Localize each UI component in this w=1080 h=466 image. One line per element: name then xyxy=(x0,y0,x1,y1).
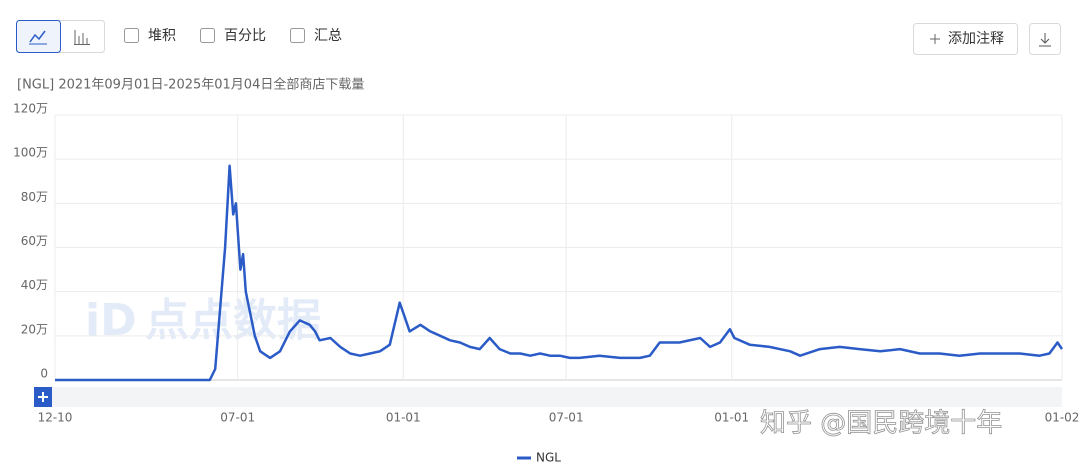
checkbox-label: 堆积 xyxy=(148,28,176,44)
x-tick-label: 01-01 xyxy=(386,411,421,425)
y-tick-label: 120万 xyxy=(13,102,48,116)
annotate-label: 添加注释 xyxy=(948,31,1004,47)
x-tick-label: 12-10 xyxy=(38,411,73,425)
x-tick-label: 01-02 xyxy=(1045,411,1080,425)
range-slider[interactable] xyxy=(34,387,1062,407)
x-tick-label: 01-01 xyxy=(714,411,749,425)
y-tick-label: 100万 xyxy=(13,146,48,160)
brand-logo: iD xyxy=(85,295,137,346)
y-tick-label: 40万 xyxy=(21,278,48,292)
chart-subtitle: [NGL] 2021年09月01日-2025年01月04日全部商店下载量 xyxy=(17,77,364,93)
x-tick-label: 07-01 xyxy=(549,411,584,425)
series-line xyxy=(55,164,1064,382)
zhihu-watermark: 知乎 @国民跨境十年 xyxy=(760,409,1002,439)
checkbox[interactable] xyxy=(290,28,305,43)
y-tick-label: 80万 xyxy=(21,190,48,204)
y-tick-label: 60万 xyxy=(21,234,48,248)
checkbox-label: 汇总 xyxy=(314,28,342,44)
checkbox[interactable] xyxy=(124,28,139,43)
line-icon xyxy=(29,30,46,43)
x-tick-label: 07-01 xyxy=(220,411,255,425)
plus-icon xyxy=(930,34,940,44)
legend-label: NGL xyxy=(536,451,561,465)
checkbox[interactable] xyxy=(200,28,215,43)
checkbox-label: 百分比 xyxy=(224,28,266,44)
slider-plus xyxy=(38,392,48,402)
bar-icon[interactable] xyxy=(74,30,90,45)
y-tick-label: 20万 xyxy=(21,322,48,336)
line-view-button[interactable] xyxy=(16,20,61,53)
download-icon xyxy=(1039,33,1051,47)
y-tick-label: 0 xyxy=(40,367,48,381)
annotate-button[interactable] xyxy=(913,23,1018,55)
brand-watermark: 点点数据 xyxy=(145,295,321,346)
